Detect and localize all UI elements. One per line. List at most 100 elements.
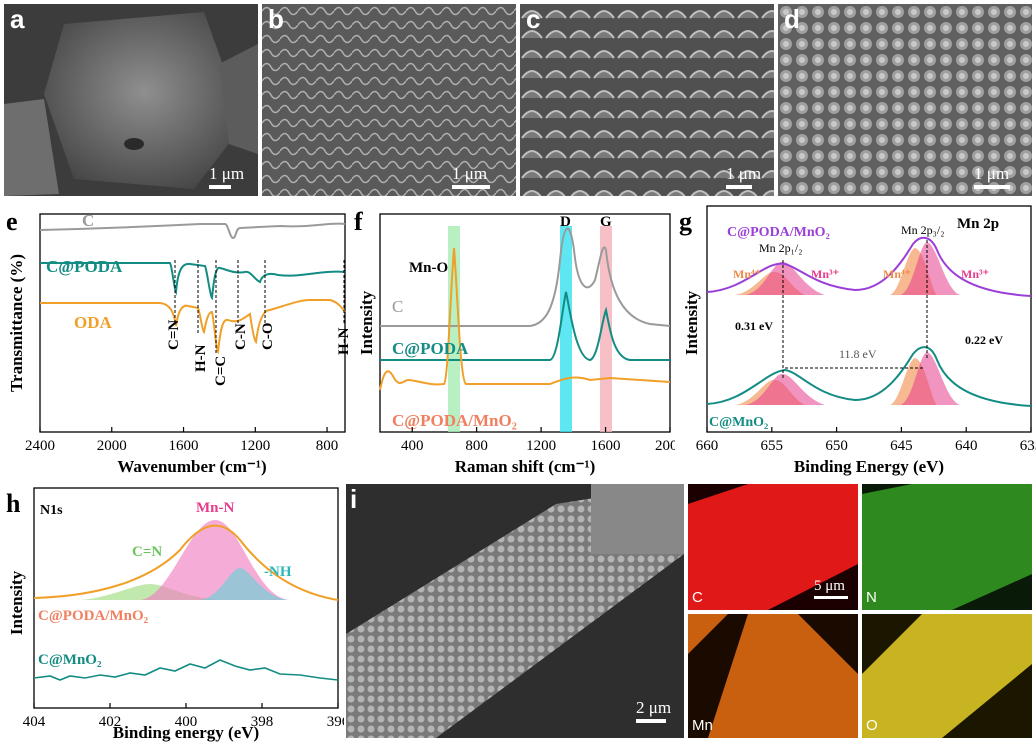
annotation-labels-e: C=N H-N C=C C-N C-O H-N: [166, 320, 350, 386]
x-ticks-h: 404 402 400 398 396: [23, 703, 344, 730]
x-ticks-g: 660 655 650 645 640 635: [696, 427, 1036, 454]
tick-label-e-800: 800: [316, 438, 339, 454]
eds-scale-bar: 5 μm: [814, 578, 848, 599]
tick-label-h-402: 402: [99, 714, 122, 730]
panel-d: d 1 μm: [778, 4, 1032, 196]
panel-i: i 2 μm: [346, 484, 684, 738]
series-line-g-c-mno2: [706, 346, 1032, 407]
chart-h-n1s: h N1s Mn-N C=N -NH C@PODA/MnO₂ C@MnO₂ 40…: [6, 487, 344, 742]
legend-g-c-poda-mno2: C@PODA/MnO₂: [727, 225, 830, 240]
peak-g-low-mn3-a: [745, 373, 825, 405]
panel-label-c: c: [526, 4, 541, 34]
legend-e-oda: ODA: [74, 313, 113, 332]
peak-g-up-mn3-b: [900, 242, 960, 295]
eds-label-c: C: [692, 589, 703, 606]
scale-text-d: 1 μm: [974, 164, 1010, 183]
series-line-g-c-poda-mno2: [706, 236, 1032, 297]
annotation-e-co: C-O: [260, 323, 276, 351]
panel-c: c 1 μm: [520, 4, 774, 196]
scale-line-c: [726, 185, 752, 189]
panel-label-g: g: [679, 207, 692, 236]
plot-frame-e: [39, 213, 346, 433]
scale-bar-i: 2 μm: [636, 698, 671, 723]
eds-map-c: C 5 μm: [688, 484, 858, 610]
panel-label-h: h: [6, 489, 21, 518]
ylabel-g: Intensity: [682, 290, 701, 355]
band-label-f-mno: Mn-O: [409, 260, 448, 276]
series-line-h-c-poda-mno2: [33, 524, 339, 601]
tick-label-g-650: 650: [825, 438, 848, 454]
tick-label-e-1600: 1600: [169, 438, 199, 454]
series-line-e-oda: [40, 299, 346, 355]
scale-text-a: 1 μm: [209, 164, 245, 183]
eds-image-mn: [688, 614, 858, 738]
eds-label-mn: Mn: [692, 717, 713, 734]
tick-label-h-396: 396: [327, 714, 344, 730]
annotation-e-hn: H-N: [193, 344, 209, 372]
plot-frame-g: [706, 205, 1032, 433]
scale-line-d: [974, 185, 1010, 189]
sem-image-c: [520, 4, 774, 196]
tick-label-g-635: 635: [1020, 438, 1036, 454]
chart-title-h: N1s: [40, 503, 63, 518]
tick-label-f-1200: 1200: [526, 438, 556, 454]
eds-map-n: N: [862, 484, 1032, 610]
panel-label-d: d: [784, 4, 800, 34]
peak-g-low-mn3-b: [900, 352, 960, 405]
chart-e-ftir: e 2400 2000 1600 1200 800 C C@PODA ODA C=N H…: [6, 207, 350, 476]
scale-bar-a: 1 μm: [209, 164, 244, 189]
annotation-e-c-n: C-N: [233, 323, 249, 350]
peak-label-h-nh: -NH: [264, 564, 292, 580]
band-label-f-g: G: [600, 214, 612, 230]
peak-label-h-cn: C=N: [132, 544, 162, 560]
legend-f-c-poda: C@PODA: [392, 339, 469, 358]
scale-bar-c: 1 μm: [726, 164, 761, 189]
scale-text-b: 1 μm: [452, 164, 488, 183]
tick-label-g-660: 660: [696, 438, 719, 454]
eds-scale-line: [814, 596, 848, 599]
eds-image-o: [862, 614, 1032, 738]
annotation-g-118: 11.8 eV: [839, 347, 877, 361]
annotation-g-031: 0.31 eV: [735, 319, 773, 333]
tick-label-h-398: 398: [251, 714, 274, 730]
tick-label-g-655: 655: [761, 438, 784, 454]
panel-label-e: e: [6, 207, 18, 236]
tick-label-e-2000: 2000: [97, 438, 127, 454]
ylabel-f: Intensity: [357, 290, 376, 355]
peak-g-up-mn3-a: [745, 261, 825, 295]
legend-e-c: C: [82, 211, 94, 230]
scale-text-i: 2 μm: [636, 698, 672, 717]
series-line-h-c-mno2: [33, 659, 339, 681]
annotation-g-022: 0.22 eV: [965, 333, 1003, 347]
peak-label-h-mnn: Mn-N: [196, 500, 234, 516]
tick-label-g-645: 645: [890, 438, 913, 454]
ylabel-e: Transmittance (%): [7, 254, 26, 392]
peak-h-nh: [200, 568, 290, 600]
x-ticks-f: 400 800 1200 1600 2000: [401, 427, 675, 454]
legend-h-c-mno2: C@MnO₂: [38, 652, 102, 668]
scale-line-b: [452, 185, 490, 189]
panel-a: a 1 μm: [4, 4, 258, 196]
panel-label-a: a: [10, 4, 25, 34]
ylabel-h: Intensity: [7, 570, 26, 635]
tick-label-h-404: 404: [23, 714, 46, 730]
xlabel-e: Wavenumber (cm⁻¹): [117, 457, 266, 476]
eds-label-o: O: [866, 717, 878, 734]
annotation-lines-e: [174, 260, 345, 355]
annotation-g-2p12: Mn 2p₁/₂: [759, 241, 802, 255]
eds-image-n: [862, 484, 1032, 610]
xlabel-h: Binding energy (eV): [113, 723, 259, 742]
tick-label-e-2400: 2400: [25, 438, 55, 454]
annotation-g-mn3-a: Mn³⁺: [811, 267, 839, 281]
legend-f-c: C: [392, 297, 403, 316]
scale-line-i: [636, 719, 666, 723]
series-line-f-c-poda-mno2: [379, 247, 671, 391]
series-line-e-c-poda: [40, 262, 346, 301]
sem-image-a: [4, 4, 258, 196]
band-f-mno: [448, 226, 460, 432]
band-f-d: [560, 226, 572, 432]
eds-scale-text: 5 μm: [814, 578, 845, 594]
legend-g-c-mno2: C@MnO₂: [709, 415, 768, 430]
tick-label-f-1600: 1600: [591, 438, 621, 454]
series-line-e-c: [39, 222, 346, 240]
